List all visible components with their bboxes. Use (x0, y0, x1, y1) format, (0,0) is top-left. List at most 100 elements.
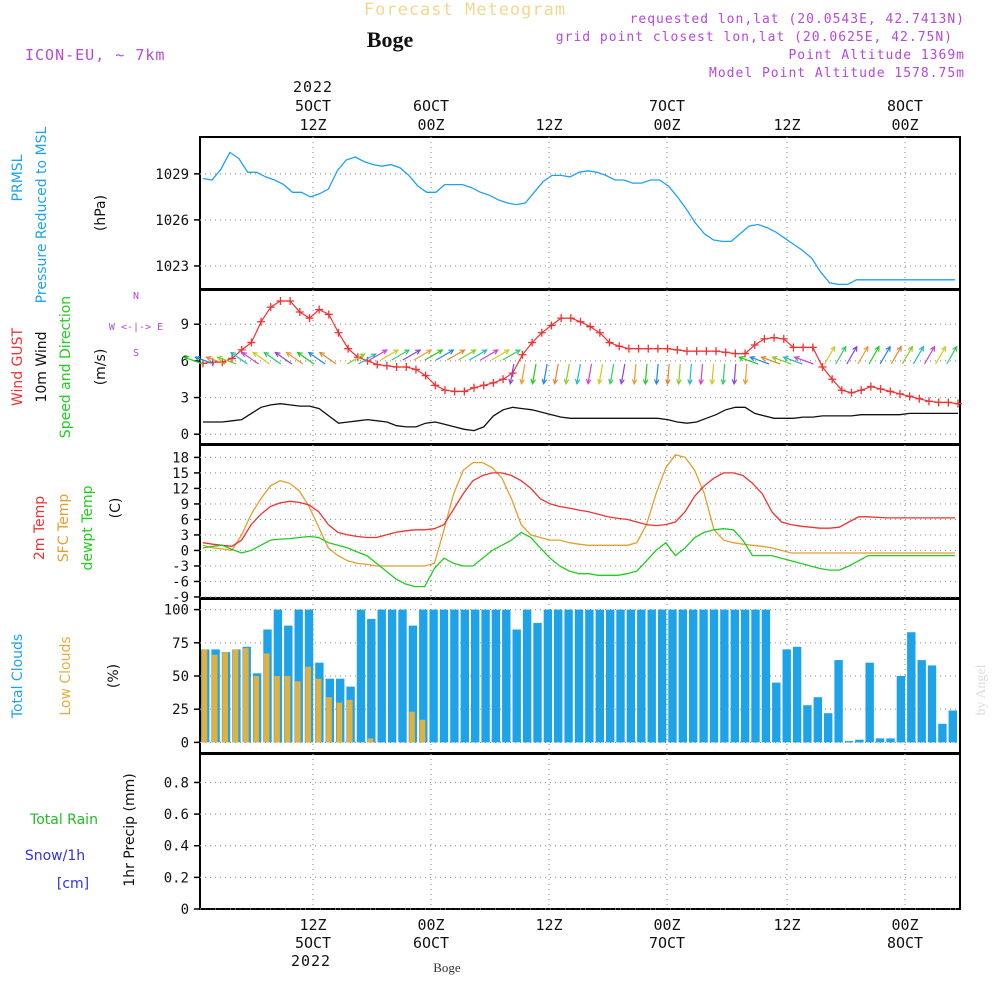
total-clouds-bar (657, 609, 667, 743)
temp-unit: (C) (108, 498, 124, 519)
wind-arrow-head (205, 356, 212, 362)
total-clouds-bar (408, 625, 418, 743)
gust-marker (915, 394, 924, 403)
bottom-day-label: 8OCT (887, 934, 923, 952)
gust-marker (518, 350, 527, 359)
total-clouds-bar (377, 609, 386, 743)
bottom-day-label: 6OCT (413, 934, 449, 952)
total-rain-label: Total Rain (29, 812, 98, 828)
sfc-temp-line (202, 454, 955, 567)
gust-marker (373, 360, 382, 369)
gust-marker (624, 344, 633, 353)
wind-arrow-head (530, 378, 536, 386)
wind-arrow (554, 363, 559, 384)
bottom-hour-label: 00Z (891, 916, 918, 934)
gust-marker (402, 363, 411, 371)
bottom-day-label: 7OCT (649, 934, 685, 952)
gust-marker (460, 387, 469, 396)
gust-marker (663, 344, 672, 353)
wind-arrow-head (437, 349, 444, 355)
wind-arrow (598, 363, 604, 384)
wind-arrow (666, 363, 670, 384)
wind-arrow-head (896, 345, 902, 352)
total-clouds-bar (450, 609, 459, 743)
wind-arrow (912, 346, 924, 365)
low-clouds-bar (222, 652, 228, 743)
top-year-label: 2022 (293, 78, 333, 96)
wind-arrow (620, 363, 626, 384)
gust-marker (566, 314, 575, 323)
wind-arrow (879, 346, 891, 365)
total-clouds-bar (471, 609, 480, 743)
wind-arrow (263, 352, 282, 365)
gust-marker (499, 375, 508, 384)
gust-marker (818, 363, 827, 371)
wind-arrow (424, 349, 443, 361)
wind-arrow-head (229, 351, 237, 358)
wind-arrow-head (841, 345, 847, 352)
wind-arrow (195, 356, 215, 365)
total-clouds-bar (917, 660, 926, 743)
top-hour-label: 12Z (535, 116, 562, 134)
wind-arrow-head (631, 379, 638, 386)
side-labels: PRMSL Pressure Reduced to MSL (hPa) Wind GU… (10, 126, 163, 892)
gust-line (202, 300, 959, 405)
gust-marker (557, 314, 566, 323)
y-tick-label: 6 (181, 512, 189, 528)
wind-arrow (946, 346, 958, 365)
total-clouds-bar (606, 609, 615, 743)
low-clouds-bar (201, 649, 208, 743)
precip-unit: 1hr Precip (mm) (122, 773, 138, 886)
gust-marker (828, 375, 837, 384)
low-clouds-bar (315, 678, 322, 743)
low-clouds-bar (409, 711, 415, 743)
wind-arrow (700, 363, 704, 384)
gust-marker (247, 338, 256, 347)
gust-marker (257, 317, 266, 326)
gust-marker (431, 381, 440, 390)
wind-arrow-head (918, 345, 925, 352)
gust-marker (886, 387, 895, 396)
total-clouds-bar (813, 697, 822, 743)
wind-arrow (576, 363, 581, 384)
wind-arrow (901, 346, 913, 365)
pressure-line (202, 151, 955, 286)
low-clouds-bar (346, 699, 353, 743)
wind-arrow (761, 356, 781, 365)
gust-marker (644, 344, 653, 353)
y-tick-label: 1029 (155, 167, 189, 183)
wind-arrow (824, 346, 836, 365)
gust-marker (789, 343, 798, 352)
gust-marker (489, 378, 498, 387)
wind-arrow (413, 349, 432, 361)
wind-direction-arrows (182, 345, 958, 386)
wind-arrow (358, 353, 377, 365)
pressure-panel: 1023 1026 1029 (155, 136, 961, 290)
top-day-label: 8OCT (887, 97, 923, 115)
total-clouds-bar (730, 609, 739, 743)
wind-arrow-head (830, 345, 836, 352)
total-clouds-bar (844, 741, 854, 743)
total-clouds-bar (938, 723, 947, 743)
total-clouds-bar (626, 609, 636, 743)
wind-arrow-head (426, 349, 433, 355)
wind-arrow-head (793, 356, 800, 362)
gust-marker (295, 308, 304, 316)
gust-marker (857, 386, 866, 395)
wind-arrow (275, 352, 293, 365)
wind-arrow (491, 349, 510, 361)
wind-arrow-head (742, 379, 749, 386)
wind-arrow-head (665, 379, 671, 386)
wind-arrow (469, 349, 488, 361)
total-clouds-bar (834, 660, 843, 743)
gust-marker (266, 303, 275, 312)
total-clouds-bar (419, 609, 428, 743)
wind-arrow-head (285, 351, 292, 358)
bottom-year-label: 2022 (291, 952, 331, 970)
y-tick-label: 75 (172, 636, 189, 652)
y-tick-label: 9 (181, 497, 189, 513)
y-tick-label: 0.2 (164, 870, 189, 886)
y-tick-label: 100 (164, 603, 189, 619)
wind-arrow-head (952, 345, 958, 352)
